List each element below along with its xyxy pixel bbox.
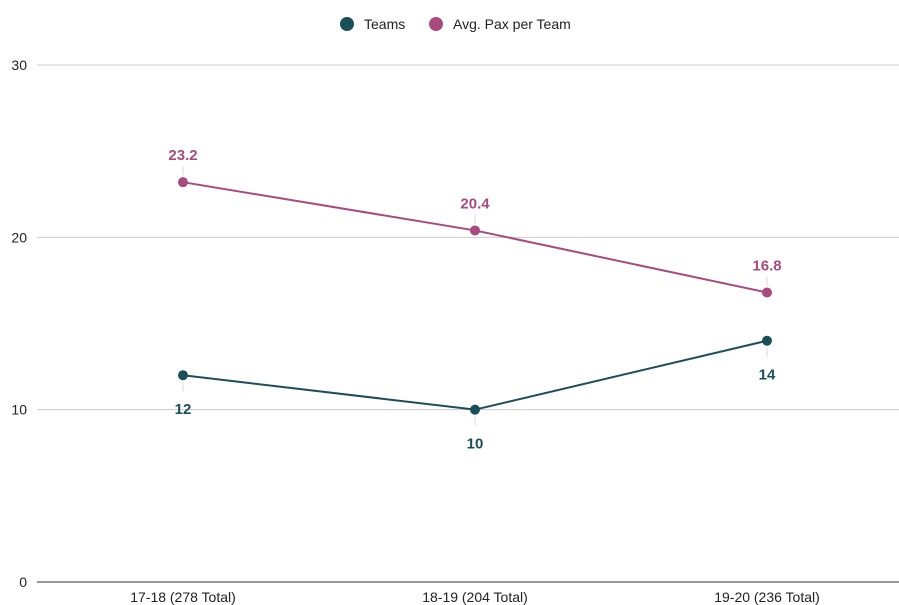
data-labels: 12 10 14 23.2 20.4 16.8	[168, 147, 781, 452]
data-label: 16.8	[752, 257, 781, 274]
y-axis-ticks: 0 10 20 30	[11, 57, 27, 590]
data-point	[470, 404, 480, 415]
legend: Teams Avg. Pax per Team	[340, 16, 571, 32]
data-label: 14	[759, 367, 776, 384]
data-point	[470, 225, 480, 236]
legend-label: Teams	[364, 16, 405, 32]
y-tick-label: 10	[11, 402, 27, 418]
legend-label: Avg. Pax per Team	[453, 16, 571, 32]
data-point	[178, 177, 188, 188]
data-label: 23.2	[168, 147, 197, 164]
legend-marker	[429, 17, 443, 31]
grid-layer	[37, 64, 899, 583]
legend-marker	[340, 17, 354, 31]
data-label: 12	[175, 401, 192, 418]
data-point	[762, 335, 772, 346]
data-point	[762, 287, 772, 298]
x-tick-label: 18-19 (204 Total)	[422, 589, 528, 605]
y-tick-label: 30	[11, 57, 27, 73]
data-point	[178, 370, 188, 381]
data-label: 10	[467, 436, 484, 453]
y-tick-label: 20	[11, 229, 27, 245]
data-label: 20.4	[460, 195, 490, 212]
y-tick-label: 0	[19, 574, 27, 590]
x-tick-label: 19-20 (236 Total)	[714, 589, 820, 605]
x-tick-label: 17-18 (278 Total)	[130, 589, 236, 605]
series-layer	[178, 177, 772, 415]
x-axis-ticks: 17-18 (278 Total) 18-19 (204 Total) 19-20 …	[130, 589, 820, 605]
series-line-0	[182, 339, 768, 411]
